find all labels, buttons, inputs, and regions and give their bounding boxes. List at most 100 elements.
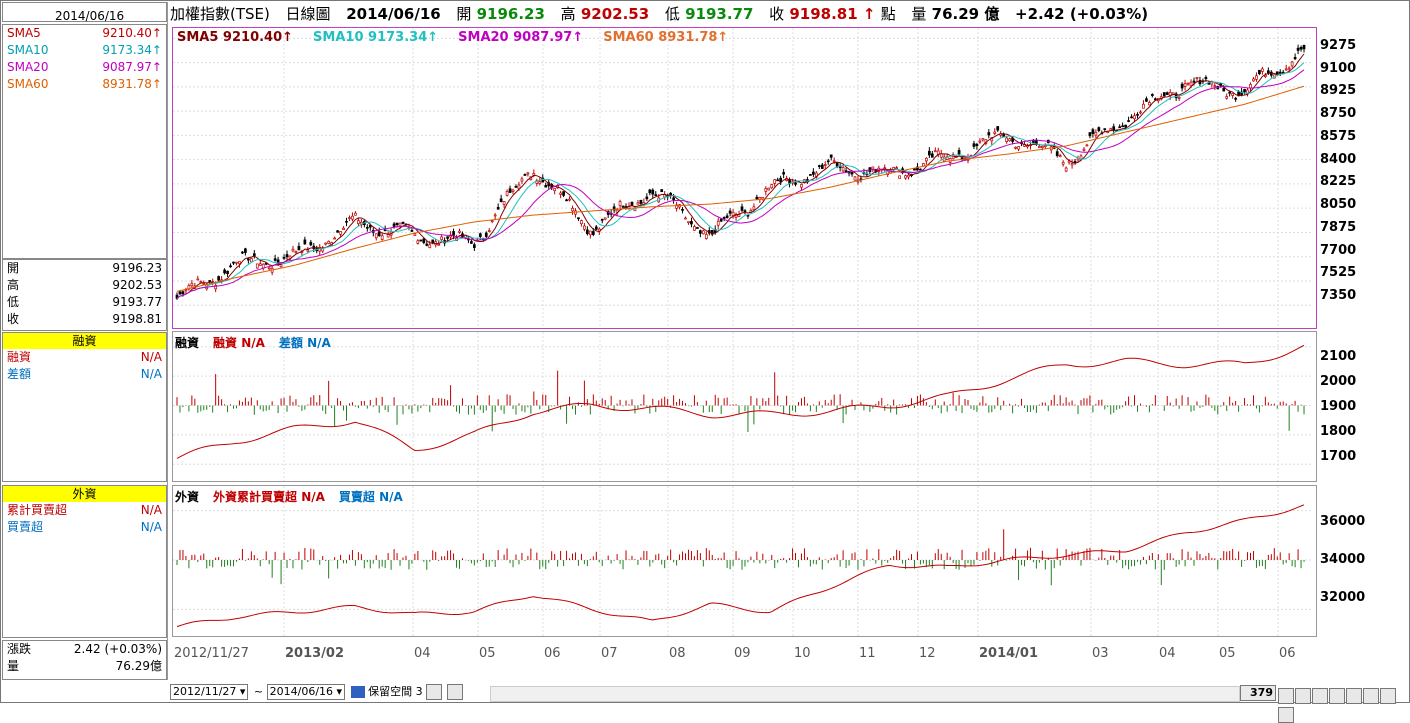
- candle-body: [365, 226, 369, 229]
- candle-body: [190, 283, 194, 287]
- sma-row-2: SMA20 9087.97↑: [3, 59, 166, 76]
- candle-body: [496, 207, 500, 210]
- candle-body: [327, 241, 331, 244]
- candle-body: [812, 171, 815, 175]
- foreign-chart[interactable]: [173, 486, 1316, 636]
- zoom-icon[interactable]: [1278, 687, 1294, 704]
- change-row-0: 漲跌 2.42 (+0.03%): [3, 641, 166, 658]
- candle-body: [1130, 116, 1133, 119]
- foreign-cumulative-line: [176, 504, 1305, 628]
- candle-body: [1097, 127, 1101, 132]
- pan-icon[interactable]: [1295, 687, 1311, 704]
- candle-body: [1043, 145, 1047, 148]
- candle-body: [1261, 68, 1264, 72]
- candle-body: [1055, 151, 1059, 156]
- candle-body: [925, 157, 928, 162]
- candle-body: [740, 206, 744, 211]
- margin-tick-3: 1800: [1320, 424, 1357, 439]
- candle-body: [1228, 91, 1232, 94]
- settings-icon[interactable]: [1380, 687, 1396, 704]
- foreign-info-box: 外資 累計買賣超 N/A 買賣超 N/A: [2, 485, 167, 638]
- menu-icon[interactable]: [1278, 706, 1294, 723]
- candle-body: [288, 255, 292, 259]
- candle-body: [654, 194, 658, 196]
- margin-title: 融資: [3, 333, 166, 349]
- candle-body: [1252, 78, 1255, 82]
- candle-body: [473, 244, 476, 248]
- foreign-row-1-label: 買賣超: [7, 520, 44, 534]
- candle-body: [1136, 113, 1139, 116]
- candle-body: [419, 239, 423, 242]
- close-icon[interactable]: [1363, 687, 1379, 704]
- candle-body: [580, 220, 583, 225]
- candle-body: [214, 285, 218, 290]
- candle-body: [520, 178, 524, 182]
- foreign-panel[interactable]: 外資 外資累計買賣超 N/A 買賣超 N/A: [172, 485, 1317, 637]
- end-date-select[interactable]: 2014/06/16 ▾: [266, 684, 346, 700]
- candle-body: [630, 201, 634, 206]
- index-name: 加權指數(TSE): [170, 5, 270, 23]
- candle-body: [505, 190, 509, 196]
- legend-foreign-1: 外資累計買賣超 N/A: [213, 490, 325, 504]
- margin-chart[interactable]: [173, 332, 1316, 481]
- bar-count: 379: [1240, 685, 1276, 701]
- price-panel[interactable]: SMA5 9210.40↑ SMA10 9173.34↑ SMA20 9087.97…: [172, 27, 1317, 329]
- candle-body: [241, 251, 244, 254]
- candle-body: [687, 221, 690, 224]
- crosshair-icon[interactable]: [1329, 687, 1345, 704]
- price-tick-7: 8050: [1320, 197, 1357, 213]
- candle-body: [800, 184, 803, 188]
- candle-body: [1264, 74, 1267, 77]
- sma20-line: [176, 69, 1305, 299]
- open-label: 開: [456, 5, 472, 23]
- close-value: 9198.81: [789, 5, 858, 23]
- candle-body: [544, 185, 548, 188]
- date-tick-5: 07: [601, 646, 618, 661]
- candle-body: [829, 154, 833, 158]
- candle-body: [975, 143, 979, 147]
- candle-body: [603, 217, 607, 220]
- toolbar-icons[interactable]: [1278, 685, 1406, 723]
- calendar-icon[interactable]: [1312, 687, 1328, 704]
- reserve-value[interactable]: 3: [415, 685, 423, 698]
- legend-main-3: SMA60 8931.78↑: [603, 30, 729, 45]
- price-chart[interactable]: [173, 28, 1316, 328]
- candle-body: [996, 126, 1000, 131]
- candle-body: [416, 240, 420, 244]
- candle-body: [987, 132, 991, 136]
- start-date-select[interactable]: 2012/11/27 ▾: [170, 684, 249, 700]
- scrollbar[interactable]: [490, 686, 1240, 702]
- date-tick-12: 03: [1092, 646, 1109, 661]
- scroll-prev-button[interactable]: [446, 684, 463, 700]
- ohlc-row-0-label: 開: [7, 261, 20, 275]
- fit-icon[interactable]: [1346, 687, 1362, 704]
- candle-body: [395, 222, 399, 225]
- date-tick-2: 04: [414, 646, 431, 661]
- margin-panel[interactable]: 融資 融資 N/A 差額 N/A: [172, 331, 1317, 482]
- candle-body: [675, 204, 678, 209]
- candle-body: [226, 270, 229, 274]
- date-tick-14: 05: [1219, 646, 1236, 661]
- candle-body: [978, 140, 982, 143]
- margin-tick-4: 1700: [1320, 449, 1357, 464]
- candle-body: [1142, 103, 1145, 109]
- scroll-left-button[interactable]: [426, 684, 443, 700]
- margin-tick-1: 2000: [1320, 374, 1357, 389]
- reserve-icon[interactable]: [350, 686, 365, 698]
- margin-row-1-value: N/A: [140, 367, 162, 381]
- candle-body: [770, 184, 774, 189]
- candle-body: [927, 150, 931, 156]
- candle-body: [238, 261, 241, 265]
- candle-body: [841, 167, 845, 172]
- candle-body: [696, 227, 699, 229]
- candle-body: [487, 230, 491, 233]
- candle-body: [553, 188, 557, 192]
- legend-main-1: SMA10 9173.34↑: [313, 30, 439, 45]
- candle-body: [957, 150, 961, 155]
- ohlc-row-1: 高 9202.53: [3, 277, 166, 294]
- price-tick-9: 7700: [1320, 242, 1357, 258]
- reserve-label: 保留空間: [368, 685, 413, 698]
- foreign-legend: 外資 外資累計買賣超 N/A 買賣超 N/A: [175, 488, 417, 505]
- candle-body: [401, 221, 405, 224]
- candle-body: [571, 207, 574, 212]
